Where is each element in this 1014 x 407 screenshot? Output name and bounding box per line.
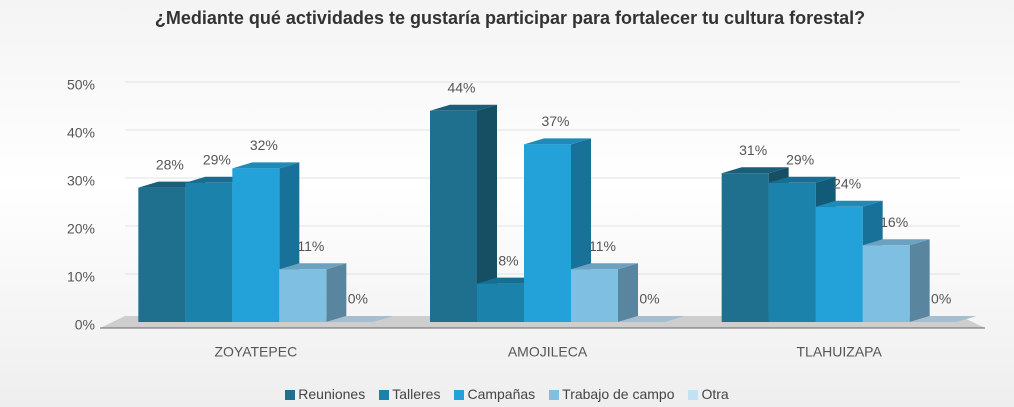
y-tick-label: 40% [67,125,95,141]
value-label: 44% [447,80,475,96]
legend-label: Trabajo de campo [562,386,675,402]
bar-side [326,263,347,322]
value-label: 0% [639,291,659,307]
bar [430,110,477,322]
bar [571,269,618,322]
bar-top [815,200,883,207]
chart-title: ¿Mediante qué actividades te gustaría pa… [154,8,866,28]
legend-label: Otra [701,386,729,402]
y-tick-label: 10% [67,269,95,285]
y-tick-label: 50% [67,77,95,93]
legend-item: Campañas [454,386,535,402]
bar [232,168,280,322]
legend-label: Reuniones [298,386,366,402]
bar [721,173,769,322]
legend-swatch [454,390,465,400]
legend-item: Otra [688,386,729,402]
bar-top [232,162,300,169]
bar-top [618,316,685,322]
value-label: 31% [739,142,767,158]
value-label: 16% [880,214,908,230]
bar-side [909,239,930,322]
bar-top [524,138,591,145]
value-label: 32% [250,137,278,153]
value-label: 8% [498,252,518,268]
value-label: 0% [348,291,368,307]
legend-item: Talleres [379,386,440,402]
x-tick-label: ZOYATEPEC [214,344,297,360]
bar-top [909,316,977,322]
value-label: 11% [589,238,616,254]
bar [862,245,910,322]
y-tick-label: 20% [67,221,95,237]
bar-top [571,263,638,270]
legend-label: Campañas [467,386,536,402]
bar [815,206,863,322]
bar-side [477,104,497,322]
legend-swatch [549,390,560,400]
x-tick-label: AMOJILECA [508,344,588,360]
value-label: 29% [203,152,231,168]
bar-top [862,239,930,246]
bar [279,269,327,322]
y-tick-label: 30% [67,173,95,189]
bar-top [721,167,789,174]
legend-swatch [379,390,390,400]
bar [185,182,233,322]
bar-top [768,176,836,183]
value-label: 29% [786,152,814,168]
legend-item: Reuniones [285,386,365,402]
bar [768,182,816,322]
legend-swatch [285,390,296,400]
value-label: 28% [156,156,184,172]
legend-item: Trabajo de campo [549,386,674,402]
bar [524,144,571,322]
value-label: 24% [833,176,861,192]
bar-side [618,263,638,322]
x-tick-label: TLAHUIZAPA [797,344,883,360]
bar-top [279,263,347,270]
legend: Reuniones Talleres Campañas Trabajo de camp… [0,386,1014,402]
bar-top [326,316,394,322]
bar-top [430,104,497,111]
legend-label: Talleres [392,386,441,402]
value-label: 0% [931,291,951,307]
value-label: 11% [297,238,324,254]
bar [138,187,186,322]
y-tick-label: 0% [75,317,95,333]
legend-swatch [688,390,699,400]
bar [477,283,524,322]
value-label: 37% [541,113,569,129]
